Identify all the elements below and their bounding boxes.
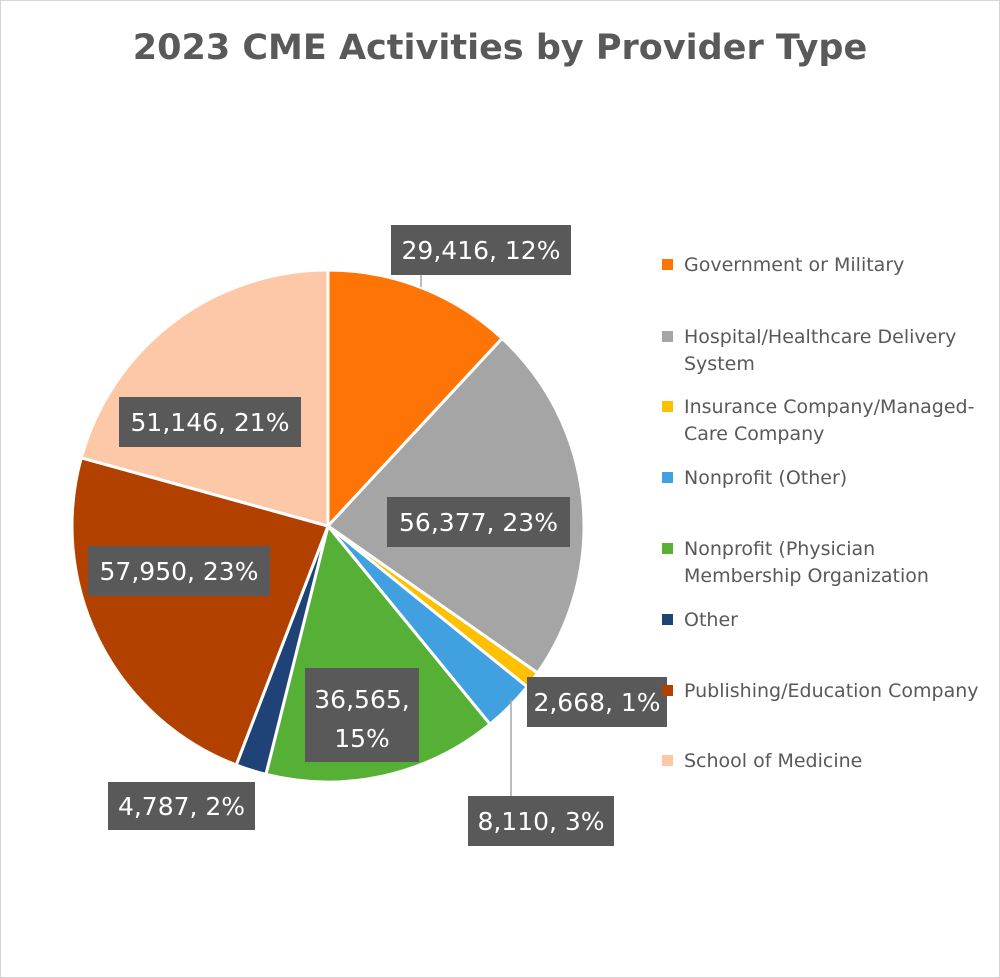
legend-item-7: School of Medicine bbox=[662, 748, 992, 775]
data-label-box-7 bbox=[119, 397, 301, 447]
legend-item-3: Nonprofit (Other) bbox=[662, 465, 992, 492]
legend-swatch-4 bbox=[662, 543, 673, 554]
legend-label-line1-2: Insurance Company/Managed- bbox=[684, 396, 975, 418]
legend-swatch-0 bbox=[662, 259, 673, 270]
data-label-box-6 bbox=[88, 546, 270, 596]
legend-item-0: Government or Military bbox=[662, 252, 992, 279]
legend-label-6: Publishing/Education Company bbox=[684, 678, 979, 705]
legend-label-line2-1: System bbox=[684, 353, 755, 375]
data-label-0: 29,416, 12% bbox=[391, 225, 571, 275]
data-label-5: 4,787, 2% bbox=[108, 782, 255, 830]
data-label-text-5: 4,787, 2% bbox=[118, 792, 245, 821]
data-label-3: 8,110, 3% bbox=[468, 796, 614, 846]
data-label-text-0: 29,416, 12% bbox=[402, 236, 561, 265]
pie-slice-0 bbox=[326, 268, 504, 528]
data-label-text-6: 57,950, 23% bbox=[100, 557, 259, 586]
legend-label-line1-4: Nonprofit (Physician bbox=[684, 538, 876, 560]
legend-label-line1-7: School of Medicine bbox=[684, 750, 863, 772]
legend-label-2: Insurance Company/Managed- Care Company bbox=[684, 394, 974, 448]
data-label-box-3 bbox=[468, 796, 614, 846]
legend-label-line1-6: Publishing/Education Company bbox=[684, 680, 979, 702]
legend-label-0: Government or Military bbox=[684, 252, 904, 279]
legend-label-3: Nonprofit (Other) bbox=[684, 465, 847, 492]
data-label-4: 36,565, 15% bbox=[305, 668, 419, 762]
data-label-box-1 bbox=[387, 497, 570, 547]
data-label-box-4 bbox=[305, 668, 419, 762]
legend-item-1: Hospital/Healthcare Delivery System bbox=[662, 324, 992, 378]
legend-label-1: Hospital/Healthcare Delivery System bbox=[684, 324, 956, 378]
legend-label-line1-0: Government or Military bbox=[684, 254, 905, 276]
legend-swatch-2 bbox=[662, 401, 673, 412]
legend-swatch-5 bbox=[662, 614, 673, 625]
data-label-text-2: 2,668, 1% bbox=[533, 688, 660, 717]
data-label-text-1: 56,377, 23% bbox=[399, 508, 558, 537]
legend-label-7: School of Medicine bbox=[684, 748, 862, 775]
legend-label-line1-5: Other bbox=[684, 609, 738, 631]
data-label-box-2 bbox=[527, 677, 667, 727]
data-label-text-7: 51,146, 21% bbox=[131, 408, 290, 437]
data-label-box-5 bbox=[108, 782, 255, 830]
legend-item-2: Insurance Company/Managed- Care Company bbox=[662, 394, 992, 448]
legend-swatch-7 bbox=[662, 755, 673, 766]
data-label-box-0 bbox=[391, 225, 571, 275]
legend-swatch-1 bbox=[662, 331, 673, 342]
legend-label-5: Other bbox=[684, 607, 738, 634]
legend-item-5: Other bbox=[662, 607, 992, 634]
chart-title: 2023 CME Activities by Provider Type bbox=[132, 28, 868, 68]
legend-label-4: Nonprofit (Physician Membership Organizat… bbox=[684, 536, 929, 590]
legend-swatch-3 bbox=[662, 472, 673, 483]
data-label-2: 2,668, 1% bbox=[527, 677, 667, 727]
legend-label-line2-4: Membership Organization bbox=[684, 565, 929, 587]
legend-label-line2-2: Care Company bbox=[684, 423, 825, 445]
pie-slice-6 bbox=[70, 456, 330, 767]
data-label-1: 56,377, 23% bbox=[387, 497, 570, 547]
data-label-7: 51,146, 21% bbox=[119, 397, 301, 447]
data-label-6: 57,950, 23% bbox=[88, 546, 270, 596]
legend-item-6: Publishing/Education Company bbox=[662, 678, 992, 705]
legend-item-4: Nonprofit (Physician Membership Organizat… bbox=[662, 536, 992, 590]
legend-swatch-6 bbox=[662, 685, 673, 696]
data-label-text-3: 8,110, 3% bbox=[477, 807, 604, 836]
legend-label-line1-1: Hospital/Healthcare Delivery bbox=[684, 326, 957, 348]
legend-label-line1-3: Nonprofit (Other) bbox=[684, 467, 848, 489]
data-label-text-4: 36,565, 15% bbox=[314, 685, 409, 753]
